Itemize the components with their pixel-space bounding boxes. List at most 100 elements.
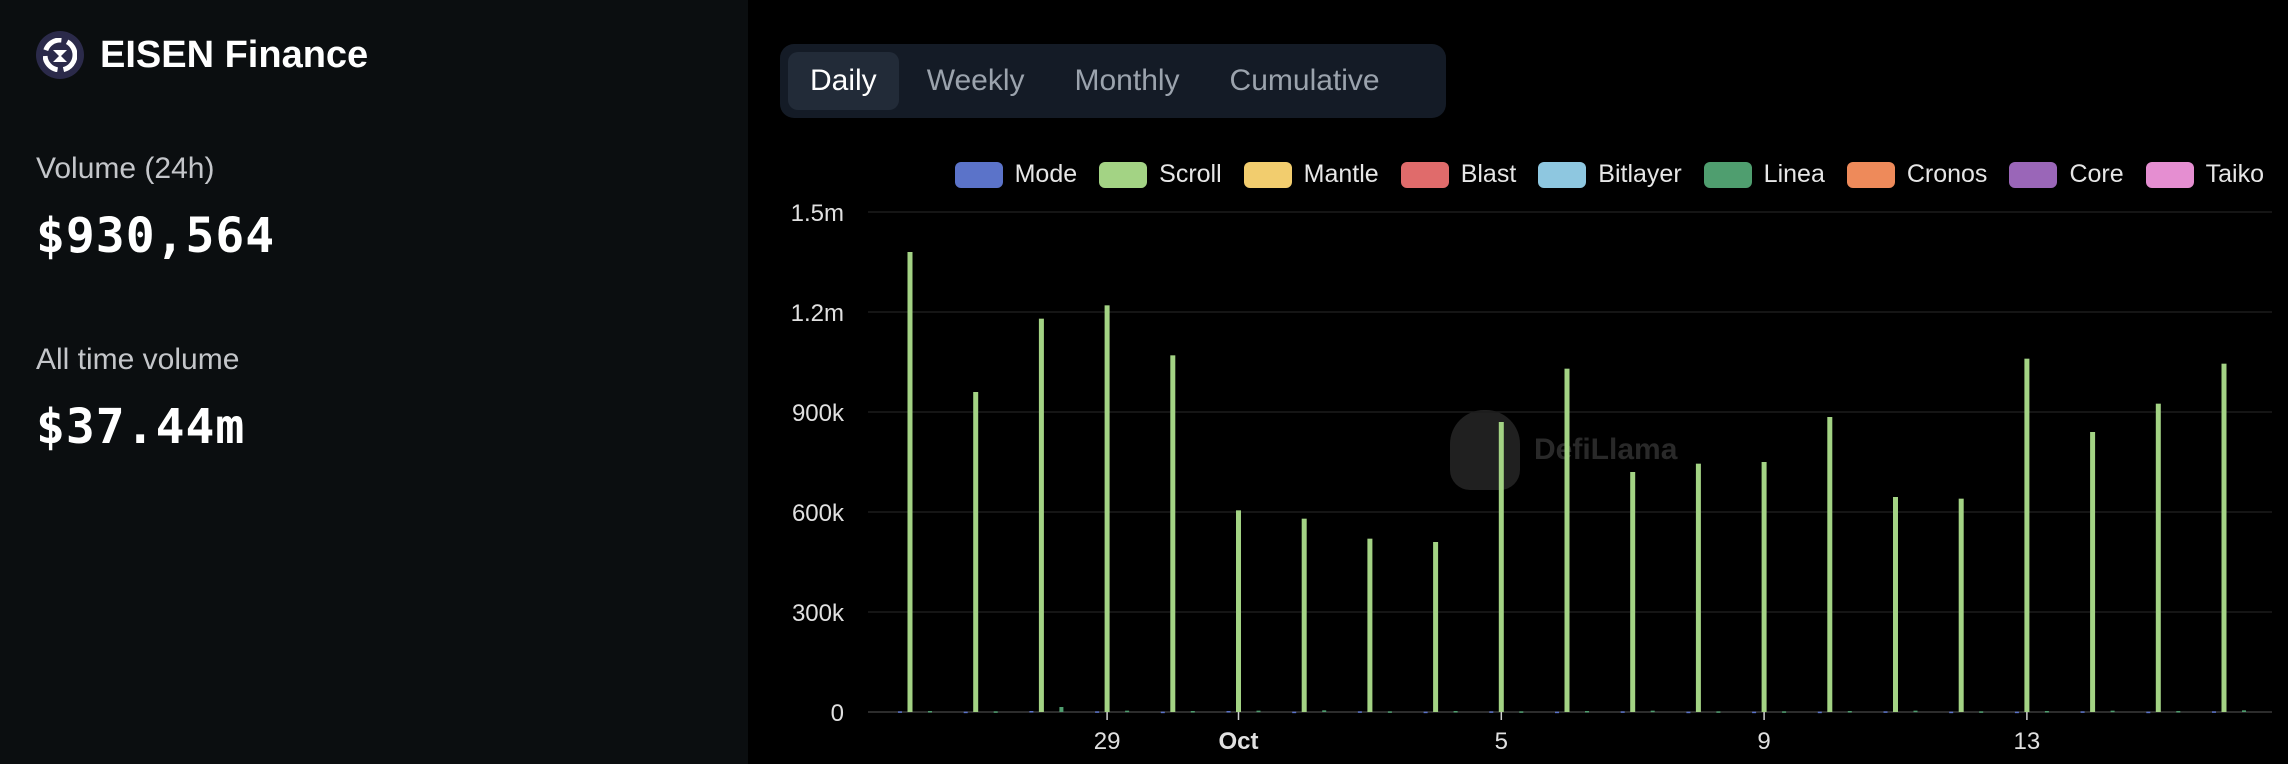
legend-label-scroll: Scroll xyxy=(1159,160,1222,188)
bar-linea xyxy=(1913,710,1918,713)
bar-linea xyxy=(1782,711,1787,713)
bar-linea xyxy=(2176,711,2181,713)
bar-linea xyxy=(928,711,932,713)
period-tabs: Daily Weekly Monthly Cumulative xyxy=(780,44,1446,118)
bar-scroll xyxy=(1236,510,1241,712)
bar-linea xyxy=(1716,711,1721,713)
bar-scroll xyxy=(1038,318,1044,712)
bar-linea xyxy=(1125,710,1130,713)
legend-item-scroll[interactable]: Scroll xyxy=(1099,160,1222,189)
bar-linea xyxy=(1256,710,1261,713)
bar-mode xyxy=(1752,711,1757,714)
x-tick-label: 13 xyxy=(2014,728,2041,755)
tab-monthly[interactable]: Monthly xyxy=(1074,64,1180,97)
bar-scroll xyxy=(907,252,913,712)
tab-weekly[interactable]: Weekly xyxy=(926,64,1025,97)
bar-linea xyxy=(1059,707,1064,712)
bar-scroll xyxy=(2024,358,2030,712)
legend-label-taiko: Taiko xyxy=(2205,160,2264,188)
bar-mode xyxy=(1555,711,1559,714)
y-tick-label: 1.5m xyxy=(791,200,844,227)
bar-linea xyxy=(1190,711,1195,713)
legend-swatch-cronos xyxy=(1846,161,1895,188)
bar-linea xyxy=(1519,711,1524,713)
defillama-watermark: DefiLlama xyxy=(1450,410,1677,490)
legend-label-mode: Mode xyxy=(1014,160,1078,188)
bar-scroll xyxy=(1433,542,1439,712)
bar-scroll xyxy=(2090,432,2096,712)
x-tick-label: 9 xyxy=(1757,728,1770,755)
legend-swatch-bitlayer xyxy=(1538,161,1587,188)
bar-linea xyxy=(1453,711,1458,713)
bar-mode xyxy=(1423,711,1428,714)
y-tick-label: 600k xyxy=(792,500,845,527)
eisen-logo-icon xyxy=(36,31,84,79)
legend-item-core[interactable]: Core xyxy=(2009,160,2124,189)
bar-scroll xyxy=(1367,538,1373,712)
y-tick-label: 0 xyxy=(831,700,844,727)
legend-swatch-scroll xyxy=(1099,161,1148,188)
watermark-text: DefiLlama xyxy=(1534,433,1678,466)
legend-swatch-core xyxy=(2009,161,2058,188)
x-tick-label: Oct xyxy=(1218,728,1258,755)
bar-scroll xyxy=(2155,403,2161,712)
bar-mode xyxy=(2146,711,2151,714)
bar-mode xyxy=(1489,711,1494,713)
bar-mode xyxy=(898,711,902,713)
y-tick-label: 300k xyxy=(792,600,845,627)
bar-linea xyxy=(1650,710,1655,713)
bar-linea xyxy=(1387,711,1392,713)
legend-label-linea: Linea xyxy=(1763,160,1825,188)
legend-label-core: Core xyxy=(2069,160,2124,188)
y-tick-label: 900k xyxy=(792,400,845,427)
bar-scroll xyxy=(1695,463,1701,712)
bar-scroll xyxy=(1893,497,1898,712)
legend-label-bitlayer: Bitlayer xyxy=(1598,160,1682,188)
bar-linea xyxy=(1979,711,1984,713)
legend-item-taiko[interactable]: Taiko xyxy=(2145,160,2264,189)
bar-linea xyxy=(1847,711,1852,713)
legend-swatch-linea xyxy=(1703,161,1752,188)
legend-item-bitlayer[interactable]: Bitlayer xyxy=(1538,160,1682,189)
bar-linea xyxy=(2110,710,2115,713)
bar-scroll xyxy=(1761,462,1767,712)
bar-mode xyxy=(1160,711,1165,714)
legend-item-mode[interactable]: Mode xyxy=(954,160,1078,189)
legend-swatch-taiko xyxy=(2145,161,2194,188)
legend-item-linea[interactable]: Linea xyxy=(1703,160,1825,189)
llama-icon xyxy=(1450,410,1520,490)
tab-daily[interactable]: Daily xyxy=(788,52,899,110)
bar-scroll xyxy=(973,392,979,712)
bar-linea xyxy=(1585,711,1589,713)
bar-scroll xyxy=(1958,498,1964,712)
legend-item-blast[interactable]: Blast xyxy=(1400,160,1516,189)
volume-24h-label: Volume (24h) xyxy=(36,152,215,185)
bar-mode xyxy=(2212,711,2216,713)
bar-mode xyxy=(963,711,968,714)
bar-linea xyxy=(993,711,998,713)
legend-swatch-mode xyxy=(954,161,1003,188)
volume-24h-value: $930,564 xyxy=(36,208,276,264)
bar-mode xyxy=(1949,711,1954,714)
legend-item-mantle[interactable]: Mantle xyxy=(1243,160,1379,189)
bar-scroll xyxy=(1827,417,1833,712)
brand-name: EISEN Finance xyxy=(100,33,369,76)
left-panel: EISEN Finance Volume (24h) $930,564 All … xyxy=(0,0,748,764)
tab-cumulative[interactable]: Cumulative xyxy=(1229,64,1380,97)
bar-scroll xyxy=(2221,363,2227,712)
bar-scroll xyxy=(1564,368,1570,712)
bar-linea xyxy=(1322,710,1327,712)
all-time-volume-label: All time volume xyxy=(36,343,240,376)
bar-linea xyxy=(2242,710,2246,712)
bar-mode xyxy=(1029,711,1034,713)
bar-scroll xyxy=(1630,472,1636,712)
legend-swatch-mantle xyxy=(1243,161,1292,188)
bar-mode xyxy=(1095,711,1100,713)
y-tick-label: 1.2m xyxy=(791,300,844,327)
bar-mode xyxy=(1883,711,1888,713)
legend-label-cronos: Cronos xyxy=(1906,160,1988,188)
bar-mode xyxy=(1292,711,1297,714)
bar-scroll xyxy=(1301,518,1307,712)
legend-item-cronos[interactable]: Cronos xyxy=(1846,160,1988,189)
